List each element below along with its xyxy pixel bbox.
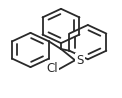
Text: Cl: Cl xyxy=(46,62,58,75)
Text: S: S xyxy=(76,54,84,67)
